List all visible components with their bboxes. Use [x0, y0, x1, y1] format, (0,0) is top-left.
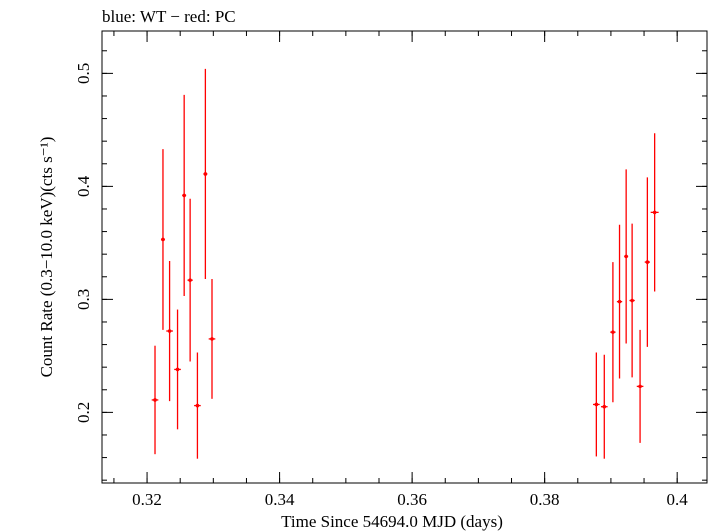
chart-title: blue: WT − red: PC [102, 7, 236, 26]
data-point [650, 133, 659, 292]
y-tick-label: 0.2 [74, 402, 93, 423]
x-axis-label: Time Since 54694.0 MJD (days) [281, 512, 503, 531]
x-tick-label: 0.38 [530, 490, 560, 509]
x-tick-label: 0.36 [397, 490, 427, 509]
point-marker [617, 299, 622, 304]
data-point [151, 345, 159, 455]
point-marker [167, 329, 172, 333]
data-point [616, 224, 623, 379]
point-marker [188, 278, 192, 282]
data-point [182, 94, 187, 296]
data-point [593, 352, 600, 457]
x-tick-label: 0.34 [265, 490, 295, 509]
data-point [194, 352, 201, 459]
x-tick-label: 0.4 [667, 490, 689, 509]
y-axis-label: Count Rate (0.3−10.0 keV)(cts s⁻¹) [37, 137, 56, 378]
y-tick-label: 0.3 [74, 289, 93, 310]
data-point [610, 262, 616, 403]
data-point [600, 354, 608, 459]
data-point [203, 68, 208, 280]
y-tick-label: 0.4 [74, 175, 93, 197]
data-point [644, 177, 651, 347]
data-point [624, 169, 629, 344]
point-marker [624, 254, 628, 259]
data-point [636, 329, 644, 443]
point-marker [602, 404, 607, 409]
point-marker [611, 330, 615, 334]
point-marker [195, 403, 200, 408]
point-marker [645, 260, 650, 264]
point-marker [203, 172, 208, 176]
data-point [174, 309, 181, 430]
y-tick-labels: 0.2 0.3 0.4 0.5 [74, 63, 93, 423]
point-marker [652, 210, 657, 215]
point-marker [630, 298, 634, 303]
x-tick-labels: 0.32 0.34 0.36 0.38 0.4 [132, 490, 688, 509]
data-point [208, 279, 216, 399]
data-point [160, 149, 165, 330]
point-marker [210, 337, 214, 341]
data-point [187, 198, 193, 362]
point-marker [161, 237, 165, 242]
point-marker [638, 384, 642, 389]
point-marker [182, 193, 186, 198]
axis-ticks [102, 31, 707, 483]
x-tick-label: 0.32 [132, 490, 162, 509]
plot-frame [101, 30, 708, 484]
data-point [166, 260, 173, 402]
point-marker [594, 402, 599, 407]
point-marker [153, 398, 157, 402]
point-marker [175, 367, 180, 372]
data-series [151, 68, 659, 459]
data-point [629, 223, 635, 378]
y-tick-label: 0.5 [74, 63, 93, 84]
